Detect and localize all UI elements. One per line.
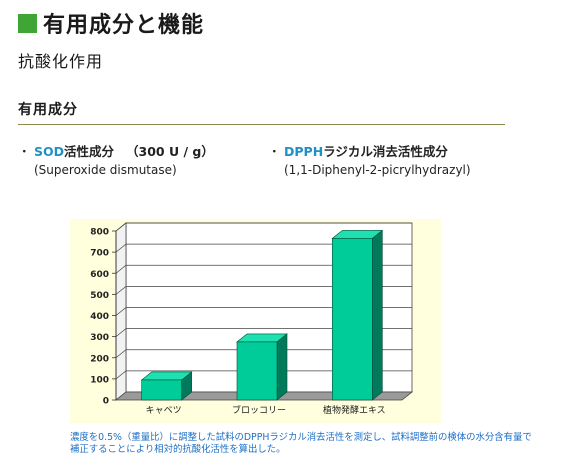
gridline: [115, 370, 412, 380]
y-tick-label: 300: [90, 333, 109, 343]
y-tick-label: 800: [90, 228, 109, 238]
y-tick-label: 500: [90, 291, 109, 301]
component-detail: (Superoxide dismutase): [34, 163, 177, 177]
bar-side: [276, 333, 288, 401]
component-name: ラジカル消去活性成分: [323, 144, 448, 159]
gridline: [115, 307, 412, 316]
gridline: [115, 222, 412, 232]
bar: [141, 379, 182, 401]
gridline: [115, 328, 412, 337]
bullet: ・: [268, 144, 281, 159]
green-square-icon: [18, 13, 37, 33]
x-tick-label: ブロッコリー: [232, 404, 286, 416]
page-title: 有用成分と機能: [43, 13, 205, 38]
page-title-row: 有用成分と機能: [18, 6, 204, 40]
component-dpph: ・ DPPHラジカル消去活性成分 (1,1-Diphenyl-2-picrylhy…: [268, 141, 471, 181]
bullet: ・: [18, 144, 31, 159]
bar: [332, 238, 373, 401]
section-divider: [18, 124, 505, 125]
y-tick-label: 600: [90, 270, 109, 280]
bar: [236, 341, 278, 401]
x-tick-label: キャベツ: [146, 406, 182, 416]
gridline: [115, 349, 412, 359]
y-tick-label: 700: [90, 249, 109, 259]
bar-side: [372, 229, 383, 401]
y-tick-label: 100: [90, 375, 109, 385]
section-heading: 有用成分: [18, 102, 78, 118]
gridline: [115, 264, 412, 274]
component-detail: (1,1-Diphenyl-2-picrylhydrazyl): [284, 163, 471, 177]
y-tick-label: 200: [90, 354, 109, 364]
page-subtitle: 抗酸化作用: [18, 52, 104, 71]
component-name: 活性成分: [64, 144, 115, 159]
component-sod: ・ SOD活性成分 （300 U / g） (Superoxide dismuta…: [18, 141, 214, 181]
component-name-accent: SOD: [34, 144, 65, 159]
y-tick-label: 400: [90, 312, 109, 322]
gridline: [115, 286, 412, 295]
x-tick-label: 植物発酵エキス: [323, 404, 386, 416]
component-name-accent: DPPH: [284, 144, 324, 159]
bar-chart: 0 100 200 300 400 500 600 700 800 キャベツ ブロッコリー 植物発酵エ…: [70, 219, 441, 423]
chart-footnote: 濃度を0.5%（重量比）に調整した試料のDPPHラジカル消去活性を測定し、試料調…: [70, 432, 532, 455]
bar-chart-svg: 0 100 200 300 400 500 600 700 800 キャベツ ブロッコリー 植物発酵エ…: [90, 222, 414, 416]
y-tick-label: 0: [103, 397, 109, 407]
gridline: [115, 243, 412, 253]
component-value: （300 U / g）: [126, 144, 214, 159]
